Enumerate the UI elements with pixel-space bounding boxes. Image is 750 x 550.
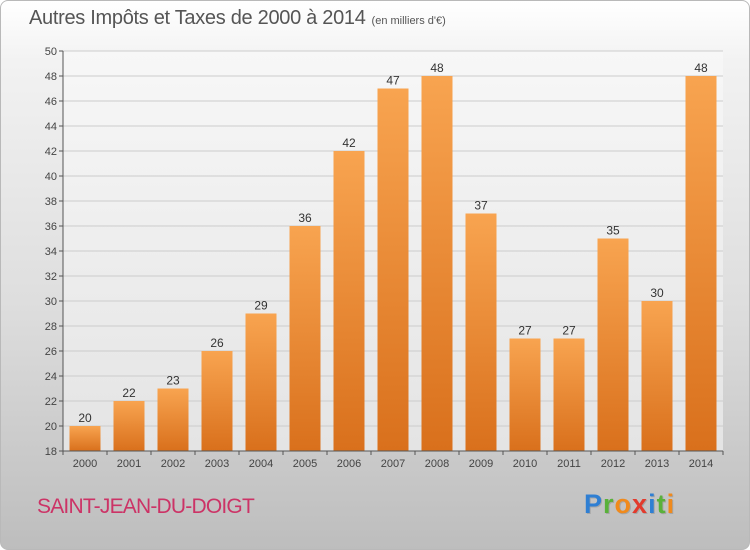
x-tick-label: 2003 <box>205 458 229 470</box>
y-tick-label: 32 <box>45 271 57 283</box>
y-tick-label: 40 <box>45 171 57 183</box>
bar <box>641 301 673 451</box>
x-tick-label: 2009 <box>469 458 493 470</box>
x-tick-label: 2014 <box>689 458 713 470</box>
y-tick-label: 20 <box>45 421 57 433</box>
y-axis-ticks: 18 20 22 24 26 28 30 32 34 36 38 40 42 44 46 48 50 <box>45 46 63 458</box>
bar <box>201 351 233 451</box>
y-tick-label: 36 <box>45 221 57 233</box>
proxiti-logo: Proxiti <box>584 489 675 520</box>
x-tick-label: 2007 <box>381 458 405 470</box>
y-tick-label: 34 <box>45 246 57 258</box>
bar <box>157 388 189 451</box>
logo-letter: o <box>614 489 633 519</box>
data-label: 26 <box>210 336 224 350</box>
x-tick-label: 2001 <box>117 458 141 470</box>
data-label: 35 <box>606 224 620 238</box>
logo-letter: i <box>666 489 676 519</box>
y-tick-label: 46 <box>45 96 57 108</box>
chart-unit: (en milliers d'€) <box>371 15 446 27</box>
x-tick-label: 2010 <box>513 458 537 470</box>
bar <box>289 226 321 451</box>
chart-title: Autres Impôts et Taxes de 2000 à 2014 (en… <box>29 7 446 30</box>
y-tick-label: 28 <box>45 321 57 333</box>
bar <box>69 426 101 451</box>
y-tick-label: 26 <box>45 346 57 358</box>
bar <box>509 338 541 451</box>
data-label: 27 <box>562 324 576 338</box>
logo-letter: x <box>632 489 649 519</box>
bar <box>113 401 145 451</box>
x-tick-label: 2000 <box>73 458 97 470</box>
bar <box>333 151 365 451</box>
bar <box>685 76 717 451</box>
bars <box>69 76 717 451</box>
data-label: 30 <box>650 286 664 300</box>
logo-letter: i <box>648 489 657 519</box>
data-label: 48 <box>430 61 444 75</box>
x-tick-label: 2005 <box>293 458 317 470</box>
x-tick-label: 2012 <box>601 458 625 470</box>
y-tick-label: 22 <box>45 396 57 408</box>
y-tick-label: 18 <box>45 446 57 458</box>
y-tick-label: 48 <box>45 71 57 83</box>
x-tick-label: 2006 <box>337 458 361 470</box>
data-label: 23 <box>166 374 180 388</box>
bar <box>421 76 453 451</box>
y-tick-label: 24 <box>45 371 57 383</box>
x-tick-label: 2013 <box>645 458 669 470</box>
x-tick-label: 2004 <box>249 458 273 470</box>
chart-title-text: Autres Impôts et Taxes de 2000 à 2014 <box>29 7 366 29</box>
data-label: 48 <box>694 61 708 75</box>
data-label: 42 <box>342 136 356 150</box>
y-tick-label: 42 <box>45 146 57 158</box>
data-labels: 20 22 23 26 29 36 42 47 48 37 27 27 35 30 48 <box>78 61 708 425</box>
y-tick-label: 30 <box>45 296 57 308</box>
bar <box>377 88 409 451</box>
y-tick-label: 44 <box>45 121 57 133</box>
x-tick-label: 2011 <box>557 458 581 470</box>
data-label: 29 <box>254 299 268 313</box>
town-name: SAINT-JEAN-DU-DOIGT <box>37 495 255 518</box>
data-label: 47 <box>386 74 400 88</box>
bar <box>597 238 629 451</box>
data-label: 27 <box>518 324 532 338</box>
x-tick-label: 2002 <box>161 458 185 470</box>
logo-letter: P <box>584 489 604 519</box>
logo-letter: r <box>603 489 615 519</box>
data-label: 20 <box>78 411 92 425</box>
x-axis-ticks: 2000 2001 2002 2003 2004 2005 2006 2007 2008 2009… <box>62 451 724 470</box>
data-label: 36 <box>298 211 312 225</box>
logo-letter: t <box>656 489 667 519</box>
bar <box>245 313 277 451</box>
bar <box>465 213 497 451</box>
x-tick-label: 2008 <box>425 458 449 470</box>
data-label: 22 <box>122 386 136 400</box>
y-tick-label: 38 <box>45 196 57 208</box>
y-tick-label: 50 <box>45 46 57 58</box>
bar <box>553 338 585 451</box>
data-label: 37 <box>474 199 488 213</box>
